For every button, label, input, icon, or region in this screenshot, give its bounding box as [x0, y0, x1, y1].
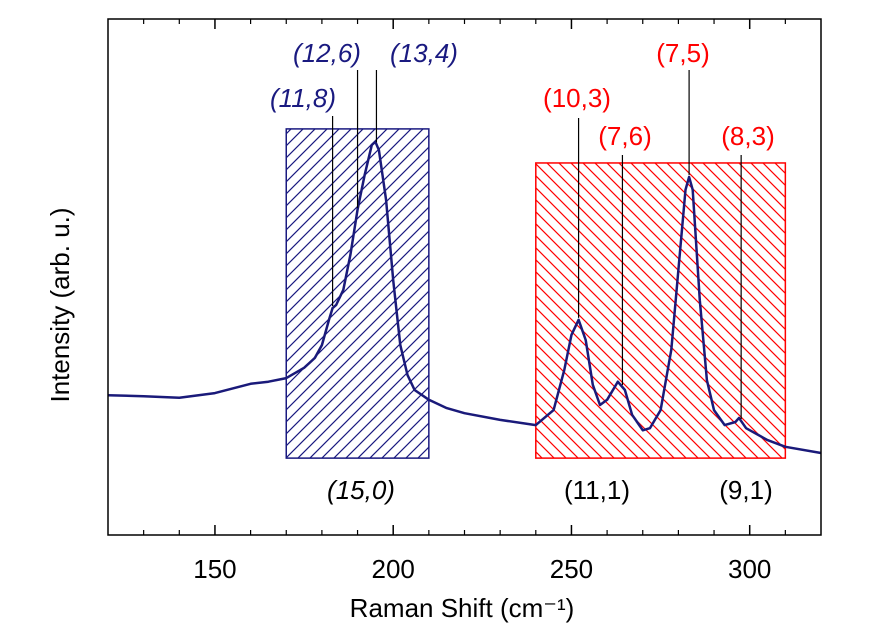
y-axis-label: Intensity (arb. u.): [45, 207, 75, 402]
annotation-label: (13,4): [390, 38, 458, 68]
region-label: (11,1): [564, 475, 630, 505]
annotation-label: (8,3): [721, 121, 774, 151]
x-axis-label: Raman Shift (cm⁻¹): [350, 593, 575, 623]
annotation-label: (10,3): [543, 83, 611, 113]
annotation-label: (7,5): [656, 38, 709, 68]
x-tick-label: 300: [728, 554, 771, 584]
annotation-label: (12,6): [293, 38, 361, 68]
region-label: (9,1): [719, 475, 772, 505]
annotation-label: (7,6): [598, 121, 651, 151]
x-tick-label: 250: [550, 554, 593, 584]
x-tick-label: 200: [372, 554, 415, 584]
region-label: (15,0): [327, 475, 395, 505]
annotation-label: (11,8): [270, 83, 336, 113]
hatched-region: [535, 162, 787, 459]
x-tick-label: 150: [193, 554, 236, 584]
spectrum-line: [107, 140, 822, 455]
